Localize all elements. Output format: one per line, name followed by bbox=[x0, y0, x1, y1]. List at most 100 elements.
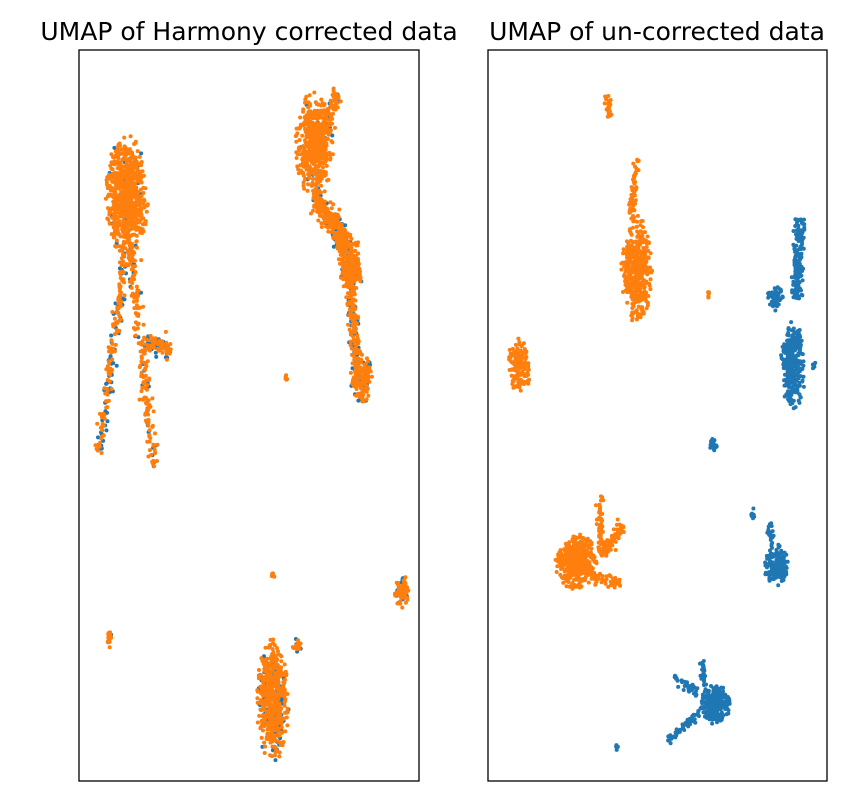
point-batch-orange bbox=[648, 265, 653, 270]
point-batch-orange bbox=[153, 336, 158, 341]
point-batch-blue bbox=[794, 243, 799, 248]
point-batch-orange bbox=[106, 217, 111, 222]
point-batch-orange bbox=[321, 221, 326, 225]
point-batch-orange bbox=[130, 245, 135, 249]
point-batch-blue bbox=[154, 354, 159, 359]
point-batch-orange bbox=[108, 174, 113, 179]
point-batch-orange bbox=[104, 180, 109, 185]
point-batch-orange bbox=[265, 712, 270, 716]
point-batch-orange bbox=[341, 277, 346, 282]
point-batch-orange bbox=[324, 122, 329, 127]
point-batch-orange bbox=[105, 364, 110, 369]
point-batch-orange bbox=[119, 192, 124, 197]
point-batch-orange bbox=[321, 165, 325, 170]
point-batch-orange bbox=[343, 259, 348, 264]
point-batch-blue bbox=[690, 687, 695, 692]
point-batch-orange bbox=[135, 217, 140, 222]
point-batch-orange bbox=[131, 212, 136, 217]
point-batch-orange bbox=[270, 572, 275, 577]
point-batch-orange bbox=[117, 182, 121, 187]
point-batch-orange bbox=[284, 715, 289, 720]
point-batch-orange bbox=[102, 416, 107, 421]
point-batch-orange bbox=[273, 753, 277, 758]
point-batch-orange bbox=[317, 174, 322, 179]
point-batch-orange bbox=[121, 156, 126, 161]
point-batch-orange bbox=[155, 442, 160, 447]
point-batch-orange bbox=[297, 138, 302, 142]
point-batch-orange bbox=[266, 695, 271, 700]
point-batch-orange bbox=[640, 219, 645, 223]
point-batch-orange bbox=[140, 227, 145, 232]
point-batch-orange bbox=[326, 214, 331, 219]
point-batch-orange bbox=[324, 141, 329, 146]
point-batch-orange bbox=[136, 161, 141, 166]
point-batch-orange bbox=[164, 340, 169, 345]
point-batch-orange bbox=[105, 392, 110, 397]
point-batch-orange bbox=[112, 199, 117, 204]
point-batch-orange bbox=[331, 111, 335, 116]
point-batch-orange bbox=[263, 675, 268, 680]
point-batch-blue bbox=[711, 702, 716, 707]
point-batch-orange bbox=[360, 399, 365, 404]
point-batch-orange bbox=[276, 686, 281, 691]
point-batch-orange bbox=[275, 666, 280, 671]
point-batch-orange bbox=[143, 186, 148, 191]
point-batch-blue bbox=[791, 229, 796, 233]
point-batch-orange bbox=[261, 694, 266, 698]
point-batch-blue bbox=[774, 562, 779, 567]
point-batch-orange bbox=[276, 675, 281, 680]
point-batch-blue bbox=[795, 231, 800, 236]
point-batch-orange bbox=[106, 398, 111, 403]
point-batch-blue bbox=[793, 347, 798, 352]
point-batch-orange bbox=[331, 236, 336, 241]
point-batch-orange bbox=[635, 213, 640, 218]
point-batch-blue bbox=[104, 428, 109, 433]
point-batch-orange bbox=[144, 364, 149, 368]
point-batch-orange bbox=[255, 688, 260, 693]
point-batch-blue bbox=[770, 541, 775, 545]
point-batch-orange bbox=[348, 339, 353, 344]
point-batch-orange bbox=[301, 183, 306, 188]
point-batch-orange bbox=[315, 108, 320, 113]
point-batch-blue bbox=[343, 223, 348, 228]
point-batch-orange bbox=[134, 239, 139, 244]
point-batch-orange bbox=[134, 177, 139, 182]
point-batch-orange bbox=[137, 206, 142, 211]
point-batch-orange bbox=[268, 683, 273, 687]
point-batch-blue bbox=[789, 365, 794, 370]
point-batch-blue bbox=[709, 711, 714, 716]
point-batch-orange bbox=[352, 320, 357, 325]
point-batch-orange bbox=[273, 746, 278, 751]
point-batch-orange bbox=[316, 145, 321, 150]
point-batch-orange bbox=[648, 277, 653, 282]
point-batch-orange bbox=[109, 232, 114, 237]
point-batch-orange bbox=[636, 304, 641, 309]
point-batch-orange bbox=[133, 327, 138, 332]
point-batch-orange bbox=[350, 352, 354, 357]
point-batch-orange bbox=[314, 140, 319, 145]
point-batch-orange bbox=[619, 267, 624, 272]
point-batch-orange bbox=[322, 156, 327, 161]
point-batch-blue bbox=[770, 560, 775, 565]
point-batch-orange bbox=[396, 589, 401, 593]
point-batch-orange bbox=[135, 245, 139, 250]
point-batch-orange bbox=[277, 710, 282, 715]
point-batch-orange bbox=[274, 713, 279, 718]
point-batch-orange bbox=[330, 215, 335, 220]
point-batch-orange bbox=[124, 230, 129, 235]
point-batch-blue bbox=[795, 384, 800, 388]
point-batch-blue bbox=[775, 285, 780, 290]
point-batch-orange bbox=[321, 111, 326, 116]
point-batch-orange bbox=[116, 171, 121, 176]
point-batch-orange bbox=[296, 643, 301, 648]
point-batch-orange bbox=[322, 145, 327, 150]
point-batch-orange bbox=[353, 369, 357, 374]
point-batch-blue bbox=[696, 709, 701, 714]
point-batch-orange bbox=[367, 379, 372, 384]
point-batch-blue bbox=[708, 445, 713, 450]
point-batch-orange bbox=[320, 153, 325, 158]
point-batch-orange bbox=[348, 246, 353, 251]
point-batch-orange bbox=[97, 411, 102, 416]
point-batch-orange bbox=[134, 284, 139, 289]
